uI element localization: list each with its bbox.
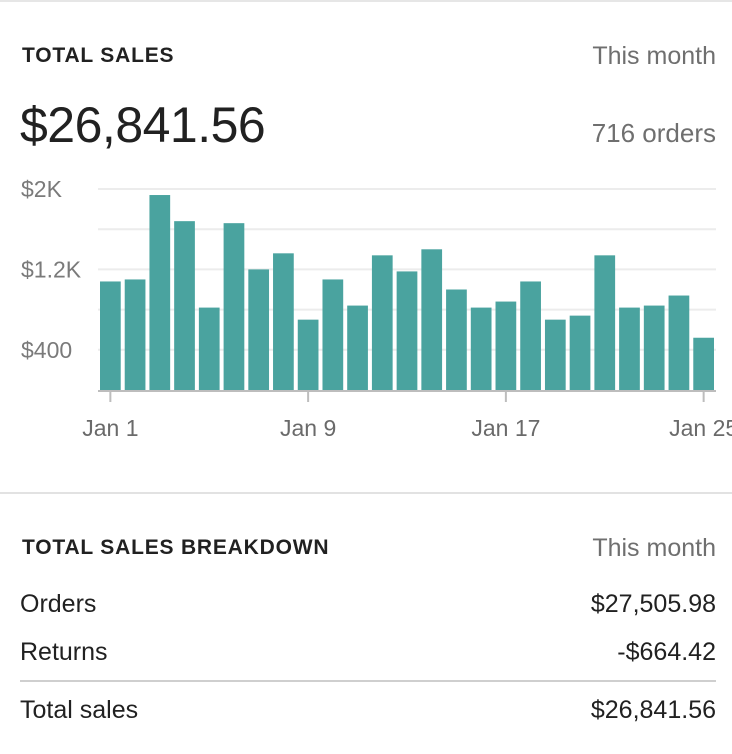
bar-jan-14[interactable]: [421, 249, 443, 390]
orders-count: 716 orders: [591, 118, 716, 148]
breakdown-title: TOTAL SALES BREAKDOWN: [22, 536, 330, 559]
y-tick-label: $2K: [21, 176, 63, 202]
bar-jan-4[interactable]: [174, 221, 195, 390]
bar-jan-17[interactable]: [495, 301, 517, 390]
x-tick-label: Jan 17: [471, 415, 540, 441]
total-sales-title: TOTAL SALES: [22, 44, 175, 67]
orders-value: $27,505.98: [590, 590, 716, 618]
bar-jan-13[interactable]: [396, 271, 418, 390]
orders-label: Orders: [20, 590, 97, 618]
bar-jan-2[interactable]: [124, 279, 146, 390]
breakdown-period[interactable]: This month: [592, 534, 716, 562]
total-sales-label: Total sales: [20, 696, 139, 724]
bar-jan-5[interactable]: [198, 307, 220, 390]
section-divider: [0, 492, 732, 494]
bar-jan-24[interactable]: [668, 295, 690, 390]
bar-jan-3[interactable]: [149, 195, 171, 390]
x-tick-label: Jan 25: [669, 415, 732, 441]
bar-jan-25[interactable]: [693, 337, 714, 390]
bar-jan-11[interactable]: [347, 305, 368, 390]
x-tick-label: Jan 9: [280, 415, 336, 441]
y-tick-label: $1.2K: [21, 256, 82, 282]
total-sales-amount: $26,841.56: [20, 97, 266, 153]
bar-jan-21[interactable]: [594, 255, 616, 390]
bar-jan-19[interactable]: [544, 319, 566, 390]
bar-jan-23[interactable]: [643, 305, 665, 390]
total-sales-value: $26,841.56: [590, 696, 716, 724]
bar-jan-7[interactable]: [248, 269, 270, 390]
bar-jan-15[interactable]: [446, 289, 467, 391]
total-rule: [20, 680, 716, 682]
bar-jan-22[interactable]: [619, 307, 640, 390]
bar-jan-18[interactable]: [520, 281, 541, 390]
bar-jan-12[interactable]: [371, 255, 393, 390]
bar-jan-6[interactable]: [223, 223, 245, 390]
x-tick-label: Jan 1: [82, 415, 138, 441]
returns-label: Returns: [20, 638, 108, 666]
sales-bar-chart: $400 $1.2K $2K Jan 1 Jan 9 Jan 17 Jan 25: [21, 176, 732, 441]
bar-jan-20[interactable]: [569, 315, 591, 390]
bar-jan-16[interactable]: [470, 307, 492, 390]
total-sales-period[interactable]: This month: [592, 42, 716, 70]
bar-jan-1[interactable]: [100, 281, 121, 390]
bar-jan-8[interactable]: [273, 253, 294, 390]
top-divider: [0, 0, 732, 2]
bar-jan-9[interactable]: [297, 319, 319, 390]
y-tick-label: $400: [21, 337, 72, 363]
returns-value: -$664.42: [617, 638, 716, 666]
total-sales-card: TOTAL SALES This month $26,841.56 716 or…: [0, 2, 732, 492]
sales-breakdown-card: TOTAL SALES BREAKDOWN This month Orders …: [0, 494, 732, 754]
bar-jan-10[interactable]: [322, 279, 344, 390]
